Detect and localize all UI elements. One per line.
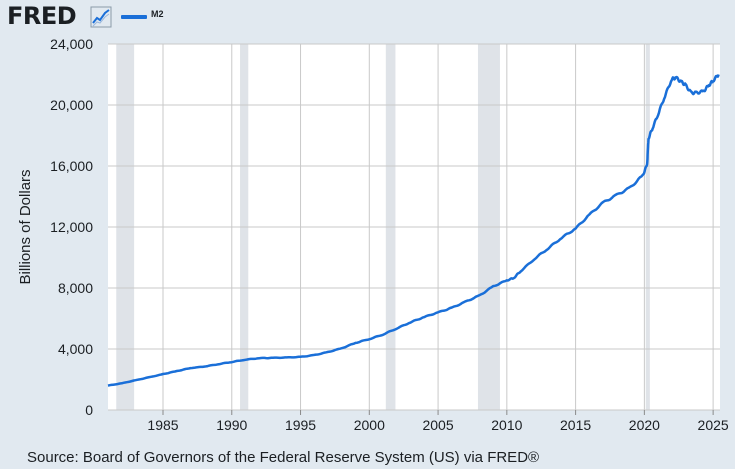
y-tick-label: 20,000 bbox=[50, 97, 93, 113]
y-tick-label: 8,000 bbox=[58, 280, 93, 296]
x-tick-label: 1990 bbox=[216, 417, 247, 433]
series-line-m2 bbox=[107, 74, 720, 387]
x-tick-label: 1995 bbox=[285, 417, 316, 433]
x-tick-label: 2010 bbox=[491, 417, 522, 433]
x-tick-label: 2005 bbox=[422, 417, 453, 433]
y-axis-ticks: 0 4,000 8,000 12,000 16,000 20,000 24,000 bbox=[50, 36, 93, 418]
x-tick-label: 2020 bbox=[629, 417, 660, 433]
gridlines bbox=[108, 43, 720, 411]
x-tick-label: 1985 bbox=[147, 417, 178, 433]
x-tick-label: 2015 bbox=[560, 417, 591, 433]
x-tick-label: 2000 bbox=[354, 417, 385, 433]
x-tick-label: 2025 bbox=[698, 417, 729, 433]
y-tick-label: 0 bbox=[85, 402, 93, 418]
y-tick-label: 12,000 bbox=[50, 219, 93, 235]
legend-swatch bbox=[121, 15, 147, 19]
chart-header: FRED M2 bbox=[0, 0, 735, 34]
y-tick-label: 16,000 bbox=[50, 158, 93, 174]
y-tick-label: 24,000 bbox=[50, 36, 93, 52]
x-axis-ticks: 1985 1990 1995 2000 2005 2010 2015 2020 2025 bbox=[147, 410, 729, 433]
fred-logo[interactable]: FRED bbox=[7, 2, 77, 30]
legend-label: M2 bbox=[151, 9, 164, 19]
source-note: Source: Board of Governors of the Federa… bbox=[27, 449, 540, 466]
series-lines bbox=[107, 74, 720, 387]
y-tick-label: 4,000 bbox=[58, 341, 93, 357]
trend-line-icon bbox=[90, 6, 112, 28]
y-axis-label: Billions of Dollars bbox=[17, 169, 34, 284]
